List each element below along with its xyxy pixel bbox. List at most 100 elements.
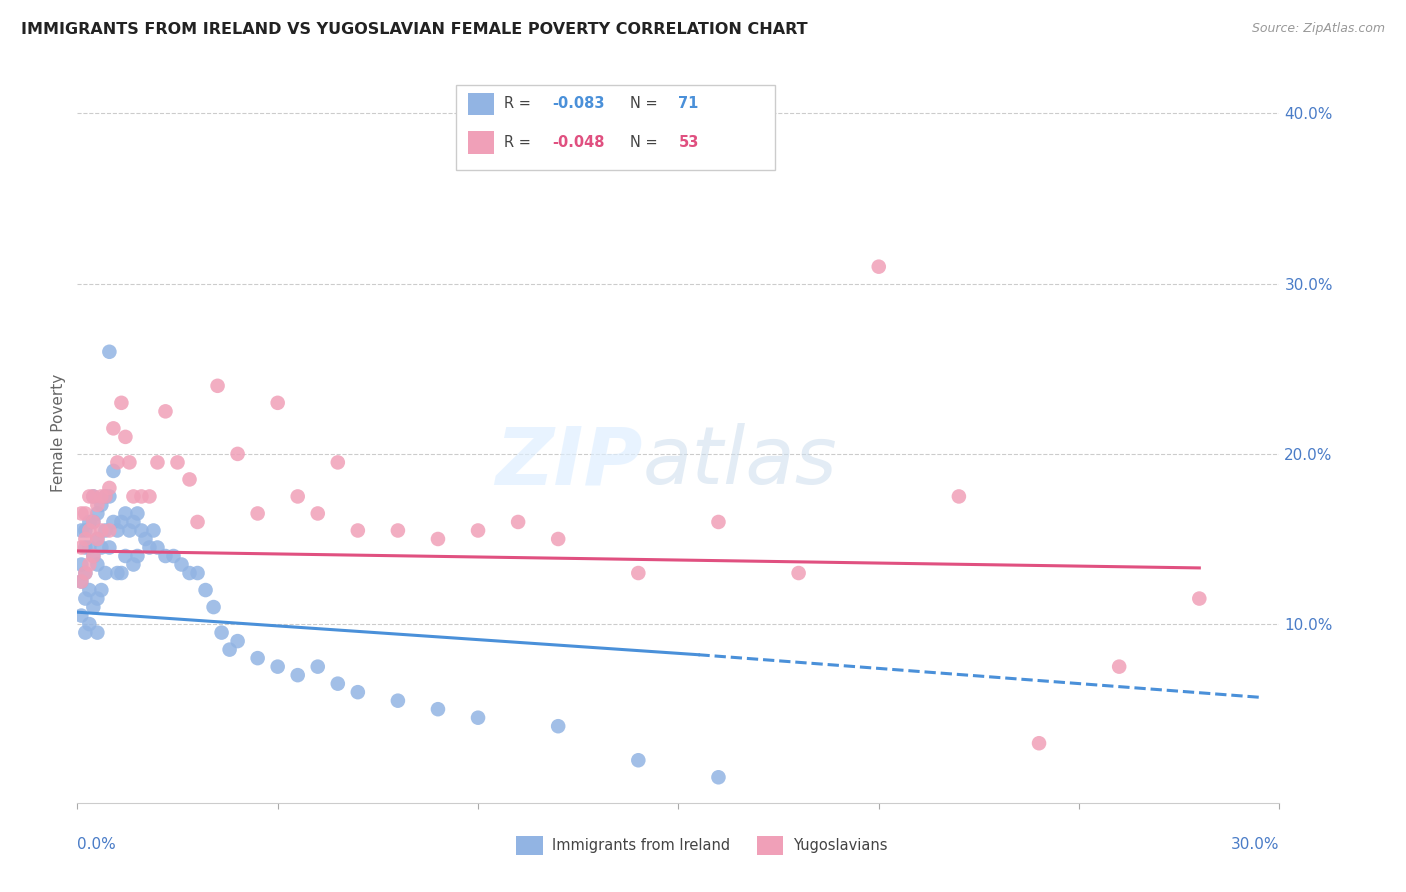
- Point: [194, 582, 217, 597]
- Point: [122, 490, 145, 504]
- Point: [107, 455, 129, 469]
- Text: Immigrants from Ireland: Immigrants from Ireland: [553, 838, 730, 854]
- Point: [127, 507, 149, 521]
- Point: [547, 719, 569, 733]
- Point: [186, 515, 209, 529]
- Point: [267, 659, 290, 673]
- Point: [90, 582, 112, 597]
- Point: [287, 490, 309, 504]
- Point: [94, 490, 117, 504]
- Point: [1188, 591, 1211, 606]
- Point: [387, 524, 409, 538]
- Point: [134, 532, 156, 546]
- Point: [122, 515, 145, 529]
- Point: [707, 515, 730, 529]
- Point: [79, 524, 101, 538]
- Point: [307, 659, 329, 673]
- Point: [347, 685, 370, 699]
- Point: [70, 558, 93, 572]
- Point: [86, 558, 108, 572]
- Point: [186, 566, 209, 580]
- Point: [326, 676, 349, 690]
- Point: [75, 591, 97, 606]
- Point: [70, 574, 93, 589]
- Point: [179, 472, 201, 486]
- Text: Source: ZipAtlas.com: Source: ZipAtlas.com: [1251, 22, 1385, 36]
- Point: [707, 770, 730, 784]
- Point: [1108, 659, 1130, 673]
- Point: [131, 524, 153, 538]
- Point: [326, 455, 349, 469]
- Point: [98, 541, 121, 555]
- Point: [627, 566, 650, 580]
- Point: [427, 532, 450, 546]
- Point: [103, 421, 125, 435]
- Point: [226, 634, 249, 648]
- Point: [75, 532, 97, 546]
- Point: [107, 566, 129, 580]
- Point: [103, 464, 125, 478]
- Point: [347, 524, 370, 538]
- Point: [75, 507, 97, 521]
- Point: [179, 566, 201, 580]
- Text: R =: R =: [505, 96, 536, 112]
- Point: [114, 507, 136, 521]
- Point: [207, 379, 229, 393]
- Text: R =: R =: [505, 135, 536, 150]
- Point: [131, 490, 153, 504]
- Point: [868, 260, 890, 274]
- Point: [82, 515, 104, 529]
- Point: [467, 711, 489, 725]
- Point: [118, 455, 141, 469]
- Bar: [468, 93, 495, 115]
- Text: N =: N =: [630, 96, 662, 112]
- Point: [79, 558, 101, 572]
- Point: [142, 524, 165, 538]
- Point: [107, 524, 129, 538]
- Text: -0.083: -0.083: [553, 96, 605, 112]
- Point: [98, 524, 121, 538]
- Point: [387, 694, 409, 708]
- Point: [138, 490, 160, 504]
- Point: [70, 524, 93, 538]
- Point: [1028, 736, 1050, 750]
- Point: [787, 566, 810, 580]
- Point: [948, 490, 970, 504]
- Point: [146, 455, 169, 469]
- Point: [94, 524, 117, 538]
- Point: [146, 541, 169, 555]
- Text: 0.0%: 0.0%: [77, 837, 117, 852]
- Point: [307, 507, 329, 521]
- Point: [82, 549, 104, 563]
- Point: [86, 507, 108, 521]
- Point: [155, 404, 177, 418]
- Text: 53: 53: [679, 135, 699, 150]
- Point: [79, 582, 101, 597]
- Point: [94, 490, 117, 504]
- Point: [86, 532, 108, 546]
- Point: [110, 396, 132, 410]
- Point: [79, 617, 101, 632]
- Point: [170, 558, 193, 572]
- Point: [79, 515, 101, 529]
- Point: [82, 515, 104, 529]
- Text: -0.048: -0.048: [553, 135, 605, 150]
- Bar: [756, 836, 783, 855]
- Point: [547, 532, 569, 546]
- Point: [90, 541, 112, 555]
- Point: [508, 515, 530, 529]
- Point: [122, 558, 145, 572]
- Point: [267, 396, 290, 410]
- Point: [467, 524, 489, 538]
- Point: [82, 600, 104, 615]
- Point: [98, 481, 121, 495]
- Point: [218, 642, 240, 657]
- Point: [118, 524, 141, 538]
- Point: [75, 541, 97, 555]
- Point: [226, 447, 249, 461]
- Point: [79, 541, 101, 555]
- Point: [103, 515, 125, 529]
- FancyBboxPatch shape: [456, 85, 775, 169]
- Point: [75, 566, 97, 580]
- Text: N =: N =: [630, 135, 662, 150]
